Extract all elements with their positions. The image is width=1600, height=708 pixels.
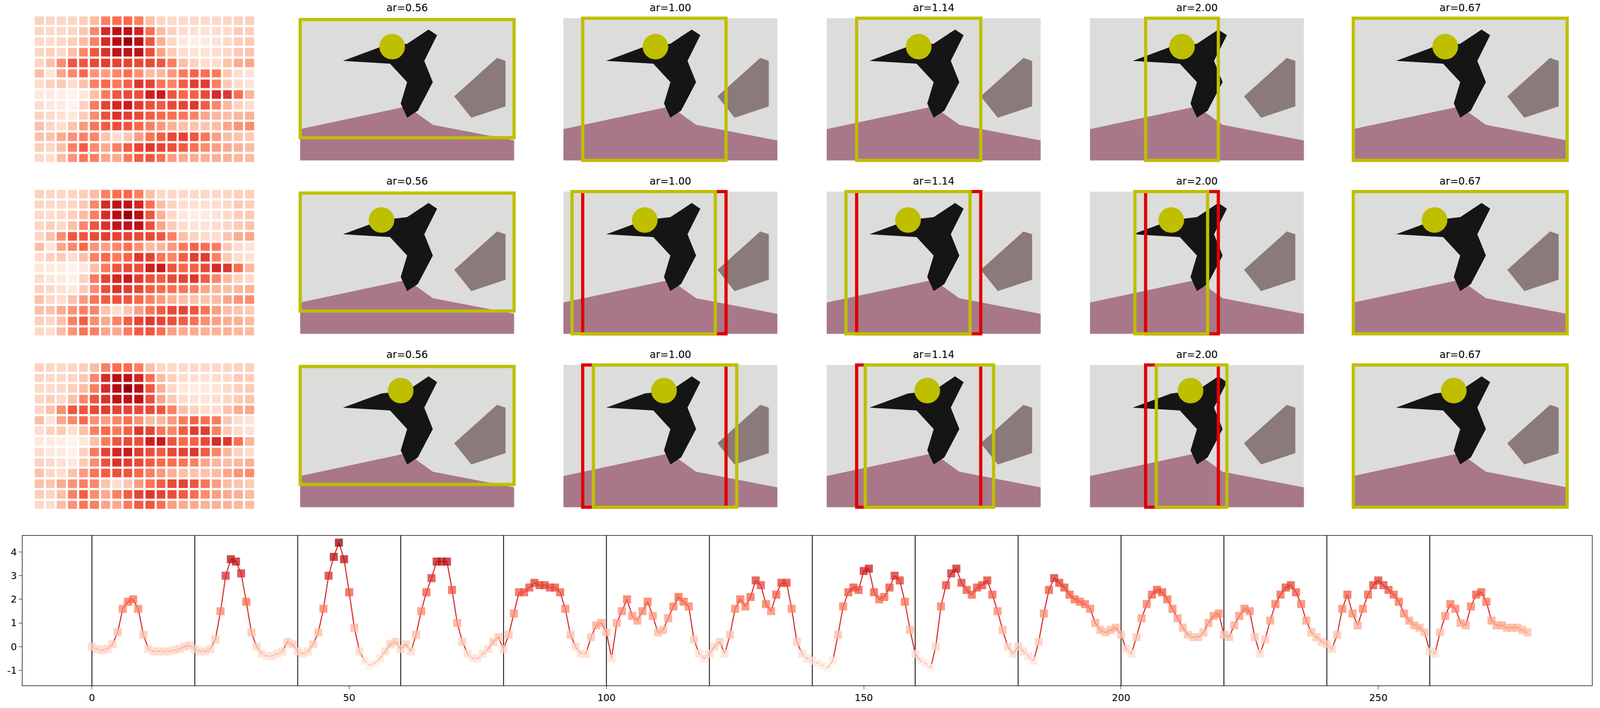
svg-text:1: 1 — [10, 616, 17, 629]
svg-text:50: 50 — [343, 691, 356, 704]
svg-text:ar=1.00: ar=1.00 — [649, 174, 692, 187]
svg-text:ar=2.00: ar=2.00 — [1176, 1, 1218, 14]
svg-text:ar=1.00: ar=1.00 — [649, 348, 692, 361]
svg-text:3: 3 — [10, 569, 17, 582]
svg-text:ar=0.56: ar=0.56 — [386, 348, 429, 361]
svg-text:ar=2.00: ar=2.00 — [1176, 348, 1218, 361]
svg-text:ar=1.14: ar=1.14 — [912, 348, 955, 361]
svg-text:4: 4 — [10, 546, 17, 558]
svg-text:250: 250 — [1369, 691, 1388, 704]
svg-text:ar=0.67: ar=0.67 — [1439, 174, 1482, 187]
svg-text:ar=0.56: ar=0.56 — [386, 1, 429, 14]
svg-text:ar=2.00: ar=2.00 — [1176, 174, 1218, 187]
svg-text:ar=0.67: ar=0.67 — [1439, 348, 1482, 361]
svg-text:100: 100 — [597, 691, 616, 704]
svg-text:ar=0.67: ar=0.67 — [1439, 1, 1482, 14]
svg-text:0: 0 — [10, 641, 17, 653]
svg-text:ar=1.14: ar=1.14 — [912, 174, 955, 187]
svg-text:150: 150 — [854, 691, 873, 704]
svg-text:ar=1.14: ar=1.14 — [912, 1, 955, 14]
svg-text:2: 2 — [10, 593, 17, 605]
svg-text:200: 200 — [1111, 691, 1131, 704]
svg-text:ar=1.00: ar=1.00 — [649, 1, 692, 14]
svg-text:-1: -1 — [6, 664, 17, 676]
svg-text:0: 0 — [88, 691, 95, 704]
svg-text:ar=0.56: ar=0.56 — [386, 174, 429, 187]
